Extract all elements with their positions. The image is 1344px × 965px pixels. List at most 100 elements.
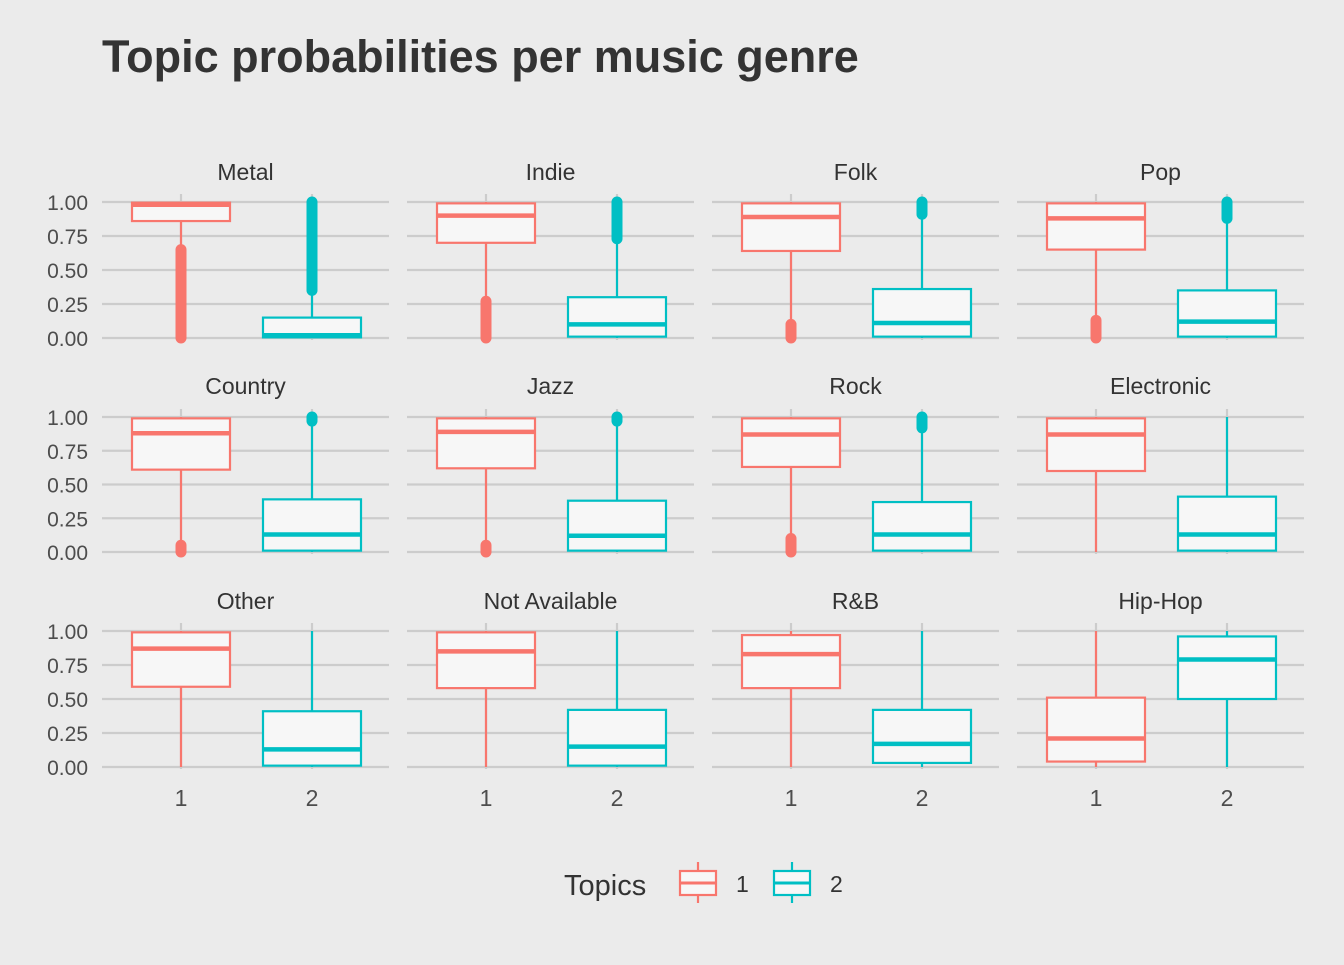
boxplot-topic-1 xyxy=(435,417,537,558)
facet-panel-pop: Pop xyxy=(1017,159,1304,344)
box-iqr xyxy=(1045,696,1147,763)
y-tick-label: 1.00 xyxy=(47,192,88,215)
boxplot-topic-1 xyxy=(740,417,842,558)
y-tick-label: 0.25 xyxy=(47,294,88,317)
facet-panel-indie: Indie xyxy=(407,159,694,344)
x-tick-label: 2 xyxy=(611,785,624,811)
boxplot-topic-2 xyxy=(566,411,668,552)
legend-key-1 xyxy=(678,862,718,903)
boxplot-topic-2 xyxy=(566,631,668,767)
box-iqr xyxy=(435,202,537,244)
box-iqr xyxy=(435,631,537,690)
facet-panel-rock: Rock xyxy=(712,373,999,558)
box-iqr xyxy=(1045,202,1147,251)
chart-title: Topic probabilities per music genre xyxy=(102,31,859,82)
box-iqr xyxy=(261,498,363,552)
facet-strip-label: Pop xyxy=(1140,159,1181,185)
facet-strip-label: Hip-Hop xyxy=(1118,588,1202,614)
boxplot-topic-1 xyxy=(1045,202,1147,344)
boxplot-topic-2 xyxy=(1176,631,1278,767)
x-tick-label: 2 xyxy=(1221,785,1234,811)
facet-strip-label: Not Available xyxy=(484,588,618,614)
facet-strip-label: Other xyxy=(217,588,275,614)
boxplot-topic-1 xyxy=(435,202,537,344)
box-iqr xyxy=(871,500,973,552)
box-iqr xyxy=(1176,495,1278,552)
y-tick-label: 0.25 xyxy=(47,508,88,531)
x-tick-label: 1 xyxy=(480,785,493,811)
box-iqr xyxy=(1045,417,1147,473)
y-tick-label: 0.00 xyxy=(47,542,88,565)
boxplot-topic-1 xyxy=(130,417,232,558)
y-tick-label: 0.50 xyxy=(47,689,88,712)
boxplot-topic-2 xyxy=(871,196,973,338)
facet-strip-label: Metal xyxy=(217,159,273,185)
box-iqr xyxy=(1176,289,1278,338)
facet-panel-country: Country 0.00 0.25 0.50 0.75 1.00 xyxy=(47,373,389,565)
boxplot-topic-2 xyxy=(871,631,973,767)
box-iqr xyxy=(566,499,668,552)
legend-key-2 xyxy=(772,862,812,903)
facet-panel-folk: Folk xyxy=(712,159,999,344)
y-tick-label: 0.50 xyxy=(47,260,88,283)
facet-panel-electronic: Electronic xyxy=(1017,373,1304,554)
facet-panel-not-available: Not Available 1 2 xyxy=(407,588,694,811)
y-tick-label: 0.75 xyxy=(47,226,88,249)
boxplot-topic-2 xyxy=(261,196,363,339)
box-iqr xyxy=(871,708,973,765)
facet-strip-label: Rock xyxy=(829,373,882,399)
y-tick-label: 0.75 xyxy=(47,441,88,464)
y-tick-label: 0.25 xyxy=(47,723,88,746)
x-tick-label: 2 xyxy=(916,785,929,811)
box-iqr xyxy=(130,631,232,688)
boxplot-topic-1 xyxy=(740,631,842,767)
box-iqr xyxy=(130,417,232,471)
boxplot-topic-1 xyxy=(130,631,232,767)
x-tick-label: 1 xyxy=(1090,785,1103,811)
x-tick-label: 1 xyxy=(785,785,798,811)
box-iqr xyxy=(740,202,842,253)
facet-panel-other: Other 0.00 0.25 0.50 0.75 1.00 1 2 xyxy=(47,588,389,811)
facet-strip-label: Electronic xyxy=(1110,373,1211,399)
y-tick-label: 0.00 xyxy=(47,328,88,351)
box-iqr xyxy=(566,708,668,767)
facet-panels: Metal 0.00 0.25 0.50 0.75 1.00 Indie Folk Pop Cou… xyxy=(47,159,1304,811)
boxplot-topic-1 xyxy=(130,201,232,344)
x-tick-label: 2 xyxy=(306,785,319,811)
legend-title: Topics xyxy=(564,870,646,902)
legend-label: 2 xyxy=(830,871,843,897)
box-iqr xyxy=(435,417,537,470)
x-tick-label: 1 xyxy=(175,785,188,811)
boxplot-topic-1 xyxy=(1045,417,1147,552)
facet-panel-hip-hop: Hip-Hop 1 2 xyxy=(1017,588,1304,811)
boxplot-topic-2 xyxy=(1176,417,1278,552)
boxplot-topic-2 xyxy=(1176,196,1278,338)
y-tick-label: 0.50 xyxy=(47,475,88,498)
facet-strip-label: Folk xyxy=(834,159,878,185)
box-iqr xyxy=(740,633,842,690)
y-tick-label: 0.00 xyxy=(47,757,88,780)
boxplot-topic-1 xyxy=(435,631,537,767)
y-tick-label: 1.00 xyxy=(47,621,88,644)
boxplot-topic-1 xyxy=(740,202,842,344)
boxplot-topic-2 xyxy=(261,631,363,767)
boxplot-topic-2 xyxy=(871,411,973,552)
facet-panel-r-b: R&B 1 2 xyxy=(712,588,999,811)
box-iqr xyxy=(1176,635,1278,701)
facet-strip-label: Jazz xyxy=(527,373,574,399)
facet-strip-label: R&B xyxy=(832,588,879,614)
box-iqr xyxy=(261,710,363,767)
box-iqr xyxy=(871,287,973,338)
facet-panel-jazz: Jazz xyxy=(407,373,694,558)
facet-strip-label: Country xyxy=(205,373,286,399)
boxplot-topic-2 xyxy=(566,196,668,338)
boxplot-topic-2 xyxy=(261,411,363,552)
boxplot-topic-1 xyxy=(1045,631,1147,767)
legend: Topics 1 2 xyxy=(564,862,843,903)
legend-label: 1 xyxy=(736,871,749,897)
box-iqr xyxy=(566,296,668,338)
facet-panel-metal: Metal 0.00 0.25 0.50 0.75 1.00 xyxy=(47,159,389,351)
y-tick-label: 1.00 xyxy=(47,407,88,430)
